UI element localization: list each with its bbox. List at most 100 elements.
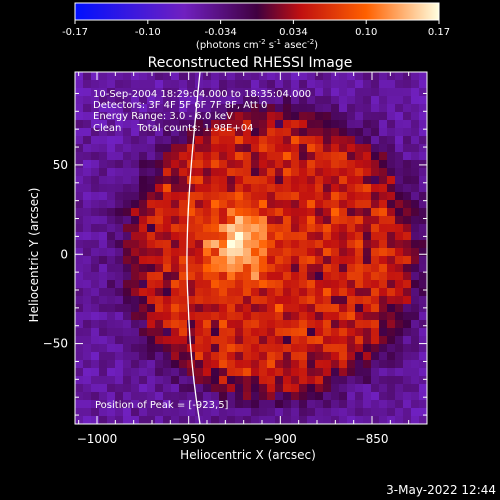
heatmap-cell: [83, 240, 92, 249]
heatmap-cell: [363, 416, 372, 424]
plot-frame: [74, 71, 428, 425]
heatmap-cell: [371, 232, 380, 241]
heatmap-cell: [195, 344, 204, 353]
heatmap-cell: [267, 88, 276, 97]
heatmap-cell: [187, 328, 196, 337]
heatmap-cell: [123, 240, 132, 249]
heatmap-cell: [195, 296, 204, 305]
heatmap-cell: [275, 168, 284, 177]
heatmap-cell: [315, 296, 324, 305]
heatmap-cell: [91, 144, 100, 153]
heatmap-cell: [307, 320, 316, 329]
heatmap-cell: [131, 376, 140, 385]
heatmap-cell: [355, 232, 364, 241]
heatmap-cell: [315, 344, 324, 353]
heatmap-cell: [139, 72, 148, 81]
heatmap-cell: [155, 112, 164, 121]
heatmap-cell: [203, 304, 212, 313]
heatmap-cell: [243, 88, 252, 97]
heatmap-cell: [267, 304, 276, 313]
heatmap-cell: [171, 304, 180, 313]
heatmap-cell: [251, 376, 260, 385]
heatmap-cell: [155, 104, 164, 113]
y-tick-label: 0: [60, 247, 68, 261]
heatmap-cell: [403, 96, 412, 105]
heatmap-cell: [99, 144, 108, 153]
heatmap-cell: [411, 344, 420, 353]
heatmap-cell: [387, 408, 396, 417]
heatmap-cell: [363, 224, 372, 233]
heatmap-cell: [107, 224, 116, 233]
heatmap-cell: [179, 80, 188, 89]
heatmap-cell: [283, 120, 292, 129]
heatmap-cell: [379, 384, 388, 393]
heatmap-cell: [251, 248, 260, 257]
heatmap-cell: [171, 408, 180, 417]
heatmap-cell: [91, 224, 100, 233]
heatmap-cell: [411, 232, 420, 241]
heatmap-cell: [243, 320, 252, 329]
heatmap-cell: [355, 80, 364, 89]
heatmap-cell: [307, 384, 316, 393]
heatmap-cell: [179, 304, 188, 313]
heatmap-cell: [395, 136, 404, 145]
heatmap-cell: [155, 128, 164, 137]
heatmap-cell: [363, 128, 372, 137]
heatmap-cell: [107, 144, 116, 153]
heatmap-cell: [259, 352, 268, 361]
heatmap-cell: [275, 232, 284, 241]
heatmap-cell: [107, 408, 116, 417]
heatmap-cell: [179, 160, 188, 169]
heatmap-cell: [363, 248, 372, 257]
heatmap-cell: [203, 136, 212, 145]
heatmap-cell: [291, 176, 300, 185]
heatmap-cell: [179, 72, 188, 81]
heatmap-cell: [299, 312, 308, 321]
heatmap-cell: [107, 80, 116, 89]
heatmap-cell: [275, 264, 284, 273]
heatmap-cell: [75, 368, 84, 377]
heatmap-cell: [379, 280, 388, 289]
heatmap-cell: [99, 360, 108, 369]
heatmap-cell: [339, 328, 348, 337]
heatmap-cell: [363, 160, 372, 169]
heatmap-cell: [243, 288, 252, 297]
heatmap-cell: [115, 104, 124, 113]
heatmap-cell: [419, 144, 427, 153]
heatmap-cell: [419, 224, 427, 233]
heatmap-cell: [363, 272, 372, 281]
heatmap-cell: [307, 240, 316, 249]
heatmap-cell: [155, 184, 164, 193]
heatmap-cell: [219, 128, 228, 137]
heatmap-cell: [131, 240, 140, 249]
heatmap-cell: [163, 128, 172, 137]
heatmap-cell: [179, 376, 188, 385]
heatmap-cell: [355, 184, 364, 193]
heatmap-cell: [163, 408, 172, 417]
heatmap-cell: [131, 288, 140, 297]
heatmap-cell: [355, 400, 364, 409]
heatmap-cell: [139, 376, 148, 385]
heatmap-cell: [283, 312, 292, 321]
heatmap-cell: [211, 96, 220, 105]
heatmap-cell: [115, 216, 124, 225]
heatmap-cell: [419, 344, 427, 353]
heatmap-cell: [235, 168, 244, 177]
heatmap-cell: [323, 216, 332, 225]
heatmap-cell: [363, 280, 372, 289]
heatmap-cell: [107, 344, 116, 353]
heatmap-cell: [267, 224, 276, 233]
heatmap-cell: [395, 232, 404, 241]
heatmap-cell: [107, 288, 116, 297]
heatmap-cell: [203, 320, 212, 329]
heatmap-cell: [235, 232, 244, 241]
heatmap-cell: [267, 200, 276, 209]
heatmap-cell: [387, 256, 396, 265]
heatmap-cell: [331, 248, 340, 257]
heatmap-cell: [395, 176, 404, 185]
heatmap-cell: [275, 408, 284, 417]
heatmap-cell: [139, 192, 148, 201]
heatmap-cell: [339, 184, 348, 193]
heatmap-cell: [387, 336, 396, 345]
heatmap-cell: [395, 296, 404, 305]
